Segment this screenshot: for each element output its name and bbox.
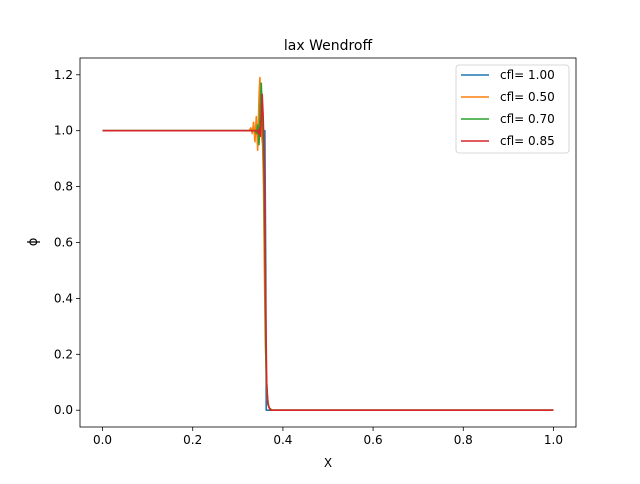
legend-box [455,64,570,154]
series-layer [102,76,554,412]
legend: cfl= 1.00 cfl= 0.50 cfl= 0.70 cfl= 0.85 [455,64,570,154]
legend-label-2: cfl= 0.50 [500,90,555,104]
y-tick-label: 0.2 [54,347,73,361]
y-tick-label: 0.8 [54,180,73,194]
y-tick-label: 0.0 [54,403,73,417]
chart-title: lax Wendroff [284,38,373,54]
x-axis-ticks: 0.0 0.2 0.4 0.6 0.8 1.0 [93,427,563,447]
x-tick-label: 0.8 [454,433,473,447]
y-axis-ticks: 0.0 0.2 0.4 0.6 0.8 1.0 1.2 [54,68,80,417]
x-tick-label: 0.6 [364,433,383,447]
x-tick-label: 1.0 [544,433,563,447]
legend-items: cfl= 1.00 cfl= 0.50 cfl= 0.70 cfl= 0.85 [461,68,555,148]
legend-label-4: cfl= 0.85 [500,134,555,148]
y-tick-label: 1.0 [54,124,73,138]
y-tick-label: 0.4 [54,291,73,305]
legend-label-1: cfl= 1.00 [500,68,555,82]
x-tick-label: 0.2 [183,433,202,447]
x-axis-label: X [324,456,332,470]
y-axis-label: ϕ [26,238,41,247]
legend-label-3: cfl= 0.70 [500,112,555,126]
y-tick-label: 1.2 [54,68,73,82]
series-line-1 [102,129,554,412]
x-tick-label: 0.0 [93,433,112,447]
series-line-4 [102,93,554,412]
y-tick-label: 0.6 [54,236,73,250]
x-tick-label: 0.4 [273,433,292,447]
